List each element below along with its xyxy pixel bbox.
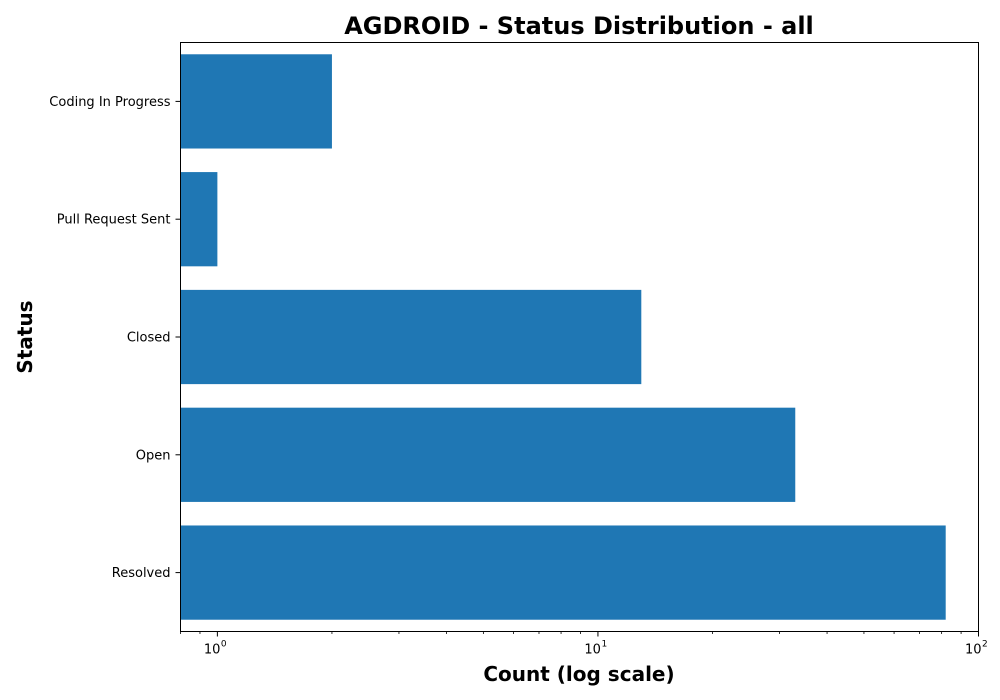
y-ticks: Resolved Open Closed Pull Request Sent Codin… bbox=[49, 95, 181, 581]
bar-open bbox=[180, 407, 796, 502]
bar-resolved bbox=[180, 525, 946, 620]
y-tick-label: Coding In Progress bbox=[49, 95, 170, 110]
x-tick-label-base: 10 bbox=[204, 643, 221, 658]
bar-pull-request-sent bbox=[180, 172, 218, 267]
x-axis-label: Count (log scale) bbox=[483, 662, 674, 686]
bars-layer bbox=[180, 54, 946, 620]
bar-closed bbox=[180, 289, 642, 385]
y-tick-label: Closed bbox=[127, 331, 171, 346]
x-major-ticks: 10 0 10 1 10 2 bbox=[204, 631, 988, 658]
x-tick-label: 10 1 bbox=[584, 640, 607, 658]
bar-coding-in-progress bbox=[180, 54, 332, 149]
y-axis-label: Status bbox=[13, 300, 37, 373]
x-tick-label: 10 0 bbox=[204, 640, 227, 658]
x-tick-label-exponent: 1 bbox=[601, 640, 607, 650]
y-tick-label: Open bbox=[136, 448, 171, 463]
plot-frame bbox=[180, 42, 979, 632]
x-tick-label-exponent: 0 bbox=[221, 640, 227, 650]
y-tick-label: Pull Request Sent bbox=[57, 213, 171, 228]
x-tick-label-base: 10 bbox=[965, 643, 982, 658]
x-tick-label-base: 10 bbox=[584, 643, 601, 658]
x-tick-label: 10 2 bbox=[965, 640, 988, 658]
chart-title: AGDROID - Status Distribution - all bbox=[344, 12, 814, 40]
y-tick-label: Resolved bbox=[112, 566, 171, 581]
x-tick-label-exponent: 2 bbox=[982, 640, 988, 650]
